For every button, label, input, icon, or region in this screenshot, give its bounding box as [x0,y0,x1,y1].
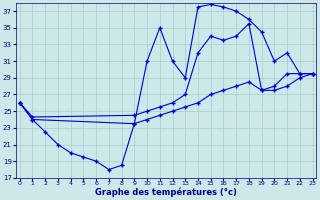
X-axis label: Graphe des températures (°c): Graphe des températures (°c) [95,188,237,197]
